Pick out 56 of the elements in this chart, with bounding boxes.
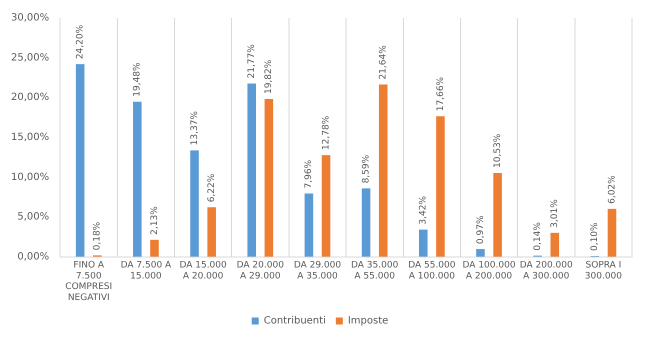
x-tick-label: DA 7.500 A 15.000 [120, 260, 172, 282]
y-tick-label: 20,00% [10, 92, 50, 104]
legend-label: Imposte [348, 316, 388, 327]
x-tick-label: SOPRA I 300.000 [584, 260, 622, 282]
bar [264, 99, 274, 257]
bar [493, 172, 502, 257]
bar [304, 193, 314, 257]
data-label: 8,59% [361, 154, 372, 184]
data-label: 24,20% [75, 24, 86, 60]
data-label: 21,64% [378, 44, 389, 80]
bar [378, 84, 388, 257]
data-label: 7,96% [304, 159, 314, 188]
y-tick-label: 5,00% [17, 212, 50, 223]
data-label: 13,37% [190, 110, 200, 146]
y-tick-label: 10,00% [10, 172, 50, 183]
x-tick-label: DA 29.000 A 35.000 [294, 260, 342, 282]
bar [190, 150, 199, 257]
bar [247, 84, 256, 257]
data-label: 0,14% [532, 222, 543, 251]
y-tick-label: 0,00% [17, 251, 50, 262]
data-label: 17,66% [436, 76, 446, 112]
data-label: 19,82% [264, 59, 274, 94]
x-tick-label: DA 200.000 A 300.000 [520, 260, 573, 282]
data-label: 3,42% [418, 196, 429, 225]
bar [436, 116, 445, 257]
x-tick-label: DA 55.000 A 100.000 [408, 260, 456, 282]
data-label: 12,78% [321, 115, 332, 150]
y-tick-label: 30,00% [10, 12, 50, 24]
x-tick-label: DA 35.000 A 55.000 [351, 260, 399, 282]
data-label: 21,77% [247, 44, 258, 79]
data-label: 0,10% [590, 222, 600, 252]
data-label: 0,18% [92, 221, 103, 250]
data-label: 10,53% [492, 133, 503, 168]
bar [476, 249, 485, 257]
bar [362, 188, 370, 257]
x-tick-label: DA 20.000 A 29.000 [236, 260, 284, 282]
bar [150, 240, 159, 257]
bar [550, 232, 560, 257]
x-tick-label: DA 15.000 A 20.000 [179, 260, 228, 282]
data-label: 0,97% [476, 215, 486, 244]
data-label: 6,02% [607, 174, 618, 204]
bar [322, 155, 330, 257]
bar [133, 102, 142, 257]
bar [207, 207, 216, 257]
legend-label: Contribuenti [264, 316, 326, 327]
data-label: 3,01% [550, 198, 560, 228]
bar [76, 64, 84, 257]
y-tick-label: 15,00% [10, 132, 50, 143]
x-tick-label: DA 100.000 A 200.000 [462, 260, 516, 282]
bar [418, 230, 428, 257]
data-label: 6,22% [207, 173, 218, 202]
x-tick-label: FINO A 7.500 COMPRESI NEGATIVI [65, 260, 112, 303]
y-tick-label: 25,00% [10, 52, 50, 64]
bar [608, 208, 616, 257]
data-label: 19,48% [132, 62, 143, 97]
data-label: 2,13% [150, 206, 160, 235]
